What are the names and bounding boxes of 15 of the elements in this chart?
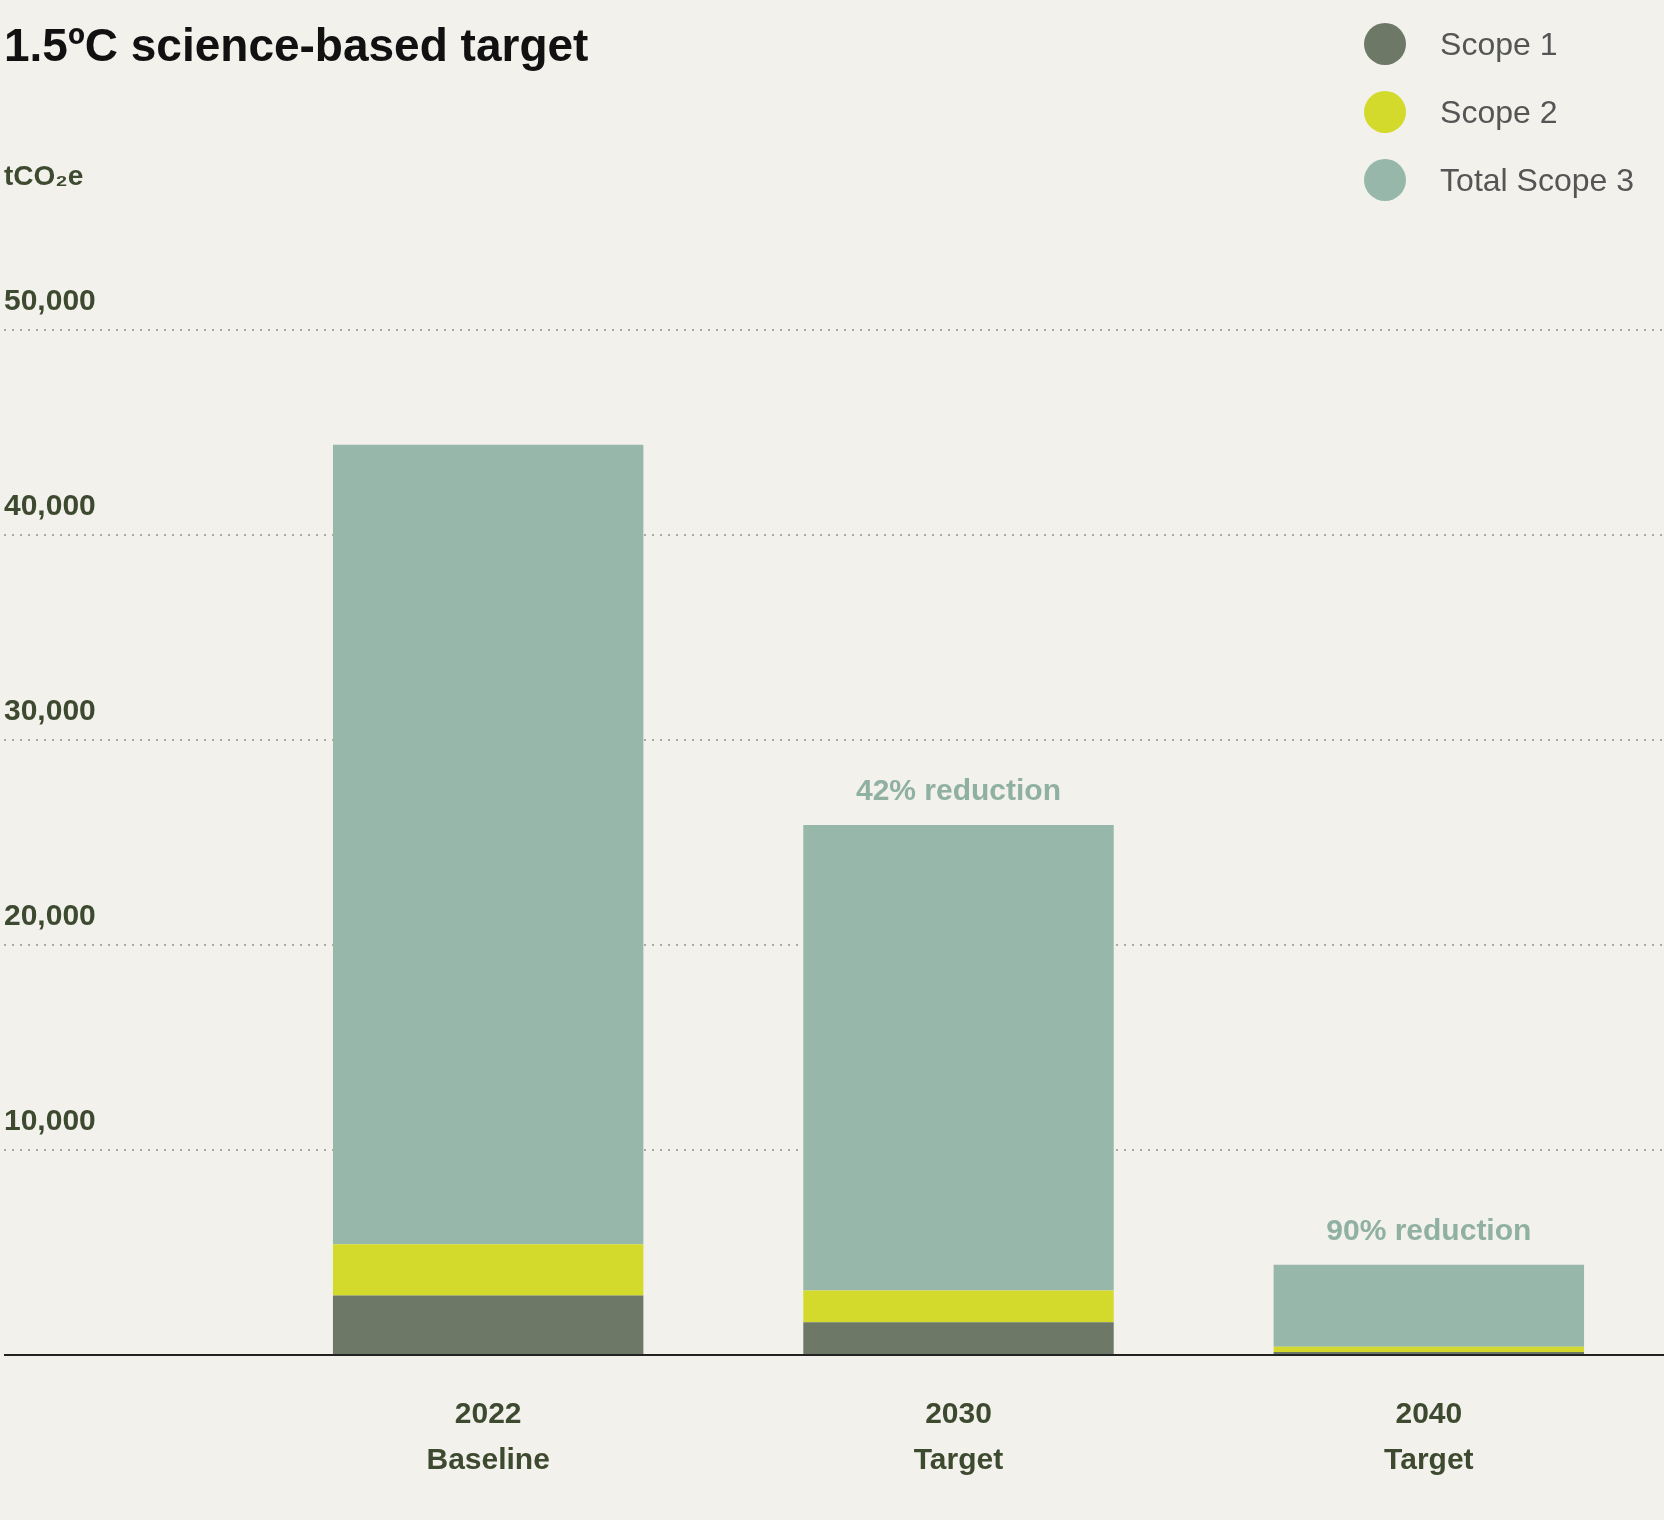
legend-label: Total Scope 3 <box>1440 161 1634 199</box>
y-axis-title: tCO₂e <box>4 160 84 192</box>
x-tick-label: 2040 Target <box>1384 1395 1474 1476</box>
annotation: 42% reduction <box>855 773 1062 807</box>
annotation: 90% reduction <box>1326 1213 1532 1247</box>
legend-label: Scope 1 <box>1440 25 1558 63</box>
legend-label: Scope 2 <box>1440 93 1558 131</box>
y-tick-label: 20,000 <box>4 898 96 932</box>
y-tick-label: 10,000 <box>4 1103 96 1137</box>
x-tick-label: 2022 Baseline <box>426 1395 550 1476</box>
y-tick-label: 50,000 <box>4 283 96 317</box>
chart-title: 1.5ºC science-based target <box>4 18 589 72</box>
x-tick-label: 2030 Target <box>913 1395 1004 1476</box>
y-tick-label: 30,000 <box>4 693 96 727</box>
y-tick-label: 40,000 <box>4 488 96 522</box>
